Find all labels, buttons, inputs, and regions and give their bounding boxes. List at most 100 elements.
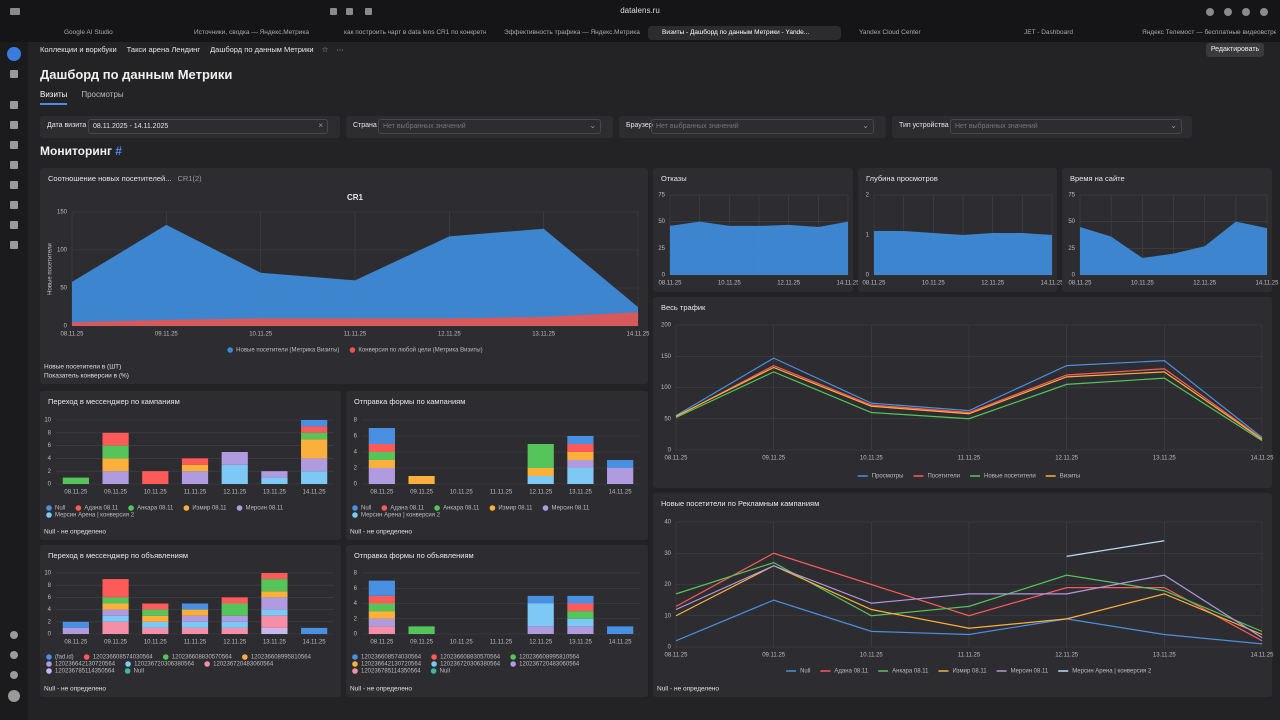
line xyxy=(675,357,1263,438)
legend-item: Мерсин Арена | конверсия 2 xyxy=(1058,669,1152,675)
dashboard-tab[interactable]: Просмотры xyxy=(81,90,124,99)
chart-panel: Весь трафик 0 50 100 150 200 08.11.25 09.11.25 1… xyxy=(653,297,1274,488)
browser-tab[interactable]: Визиты - Дашборд по данным Метрики - Yan… xyxy=(648,26,841,40)
y-tick-label: 50 xyxy=(60,286,67,292)
breadcrumbs: Коллекции и воркбуки Такси арена Лендинг Д… xyxy=(40,45,344,54)
y-tick-label: 4 xyxy=(48,607,52,613)
browser-tab[interactable]: Google AI Studio xyxy=(64,29,113,36)
chart-panel: Соотношение новых посетителей... CR1(2) CR… xyxy=(40,168,650,384)
x-tick-label: 12.11.25 xyxy=(777,281,801,287)
legend-swatch xyxy=(124,668,131,674)
legend-swatch xyxy=(227,347,233,353)
legend-label: Конверсия по любой цели (Метрика Визиты) xyxy=(358,347,482,354)
filter: Браузер Нет выбранных значений ⌄ xyxy=(619,116,886,138)
x-tick-label: 12.11.25 xyxy=(529,490,553,496)
chart-panel: Переход в мессенджер по кампаниям 0 2 4 6 8 10… xyxy=(40,391,341,540)
legend-swatch xyxy=(236,505,243,511)
x-tick-label: 11.11.25 xyxy=(958,456,981,462)
x-tick-label: 10.11.25 xyxy=(718,281,742,287)
x-tick-label: 14.11.25 xyxy=(303,640,327,646)
bar-segment xyxy=(221,621,248,628)
dashboard-tab[interactable]: Визиты xyxy=(40,90,68,105)
browser-tab[interactable]: как построить чарт в data lens CR1 по ко… xyxy=(344,29,486,36)
legend-item: 120236608574030564 xyxy=(83,654,153,661)
chart-title: Переход в мессенджер по кампаниям xyxy=(48,397,180,406)
x-tick-label: 11.11.25 xyxy=(184,490,207,496)
x-tick-label: 14.11.25 xyxy=(1041,281,1065,287)
line xyxy=(675,371,1263,442)
x-tick-label: 13.11.25 xyxy=(569,640,593,646)
y-tick-label: 0 xyxy=(662,273,666,279)
x-tick-label: 09.11.25 xyxy=(104,640,128,646)
bar-segment xyxy=(527,444,554,468)
breadcrumb[interactable]: Коллекции и воркбуки xyxy=(40,45,117,54)
filter-input[interactable]: 08.11.2025 - 14.11.2025 × xyxy=(88,119,328,134)
legend-item: Мерсин 08.11 xyxy=(236,505,284,512)
y-tick-label: 75 xyxy=(658,193,665,199)
legend-item: 120236608830570564 xyxy=(431,654,501,661)
y-tick-label: 0 xyxy=(668,448,672,454)
filter-input[interactable]: Нет выбранных значений ⌄ xyxy=(378,119,601,134)
y-tick-label: 100 xyxy=(661,385,672,391)
legend-swatch xyxy=(183,505,190,511)
y-tick-label: 2 xyxy=(48,469,52,475)
legend-item: Мерсин Арена | конверсия 2 xyxy=(46,512,135,519)
bar-segment xyxy=(261,477,288,484)
legend: Null Адана 08.11 Анкара 08.11 Измир 08.11 Ме… xyxy=(46,505,284,519)
x-tick-label: 08.11.25 xyxy=(61,332,85,338)
chart-note: Null - не определено xyxy=(350,686,412,693)
bar-segment xyxy=(567,603,594,612)
bar-segment xyxy=(301,420,328,427)
bar-segment xyxy=(301,439,328,459)
chart-subtitle: CR1(2) xyxy=(177,174,202,183)
legend-swatch xyxy=(204,661,210,667)
browser-tab[interactable]: Yandex Cloud Center xyxy=(859,29,921,36)
bar-segment xyxy=(102,432,129,446)
legend-swatch xyxy=(542,505,549,511)
legend: 120236608574030564 120236608830570564 1202… xyxy=(352,654,580,675)
filter-input[interactable]: Нет выбранных значений ⌄ xyxy=(950,119,1182,134)
legend-item: 120236608995810564 xyxy=(242,654,312,661)
y-tick-label: 6 xyxy=(48,443,52,449)
chart-panel: Время на сайте 0 25 50 75 08.11.25 10.11.25 12.… xyxy=(1062,168,1279,292)
breadcrumb[interactable]: Такси арена Лендинг xyxy=(126,45,201,54)
legend-label: 120236608830570564 xyxy=(440,655,501,661)
filter-input[interactable]: Нет выбранных значений ⌄ xyxy=(651,119,874,134)
browser-tab[interactable]: Яндекс Телемост — бесплатные видеовстреч… xyxy=(1142,29,1276,36)
legend-swatch xyxy=(352,512,358,518)
y-tick-label: 2 xyxy=(354,466,358,472)
breadcrumb[interactable]: Дашборд по данным Метрики xyxy=(210,45,314,54)
bar-segment xyxy=(607,468,634,484)
legend-label: Измир 08.11 xyxy=(498,506,533,512)
x-tick-label: 12.11.25 xyxy=(223,490,247,496)
legend-label: Мерсин Арена | конверсия 2 xyxy=(361,513,441,519)
filter: Дата визита 08.11.2025 - 14.11.2025 × xyxy=(40,116,340,138)
line xyxy=(675,364,1263,440)
bar-segment xyxy=(261,579,288,592)
edit-button[interactable]: Редактировать xyxy=(1206,43,1264,57)
bar-segment xyxy=(368,618,395,627)
panel-background xyxy=(40,168,648,384)
legend-label: Новые посетители (Метрика Визиты) xyxy=(236,348,339,354)
browser-tab[interactable]: Эффективность трафика — Яндекс.Метрика xyxy=(504,29,640,36)
chart-note: Null - не определено xyxy=(44,686,106,693)
section-anchor[interactable]: # xyxy=(115,144,122,158)
bar-segment xyxy=(261,615,288,628)
browser-tab[interactable]: JET - Dashboard xyxy=(1024,29,1074,36)
address-bar[interactable]: datalens.ru xyxy=(620,6,660,15)
legend-item: 120236785114350564 xyxy=(352,668,421,675)
filter: Тип устройства Нет выбранных значений ⌄ xyxy=(892,116,1192,138)
legend-item: 120236720306380564 xyxy=(125,661,195,668)
chart-title: Отправка формы по объявлениям xyxy=(354,551,474,560)
bar-segment xyxy=(102,597,129,604)
browser-tab[interactable]: Источники, сводка — Яндекс.Метрика xyxy=(194,29,309,36)
bar-segment xyxy=(408,626,435,634)
legend-label: Null xyxy=(55,506,65,512)
chart-title: Глубина просмотров xyxy=(866,174,938,183)
panel-background xyxy=(653,297,1272,488)
legend-label: 120236608574030564 xyxy=(361,655,422,661)
legend-swatch xyxy=(510,654,516,660)
y-tick-label: 0 xyxy=(354,482,358,488)
bar-segment xyxy=(301,458,328,472)
legend-label: Мерсин 08.11 xyxy=(552,506,590,512)
